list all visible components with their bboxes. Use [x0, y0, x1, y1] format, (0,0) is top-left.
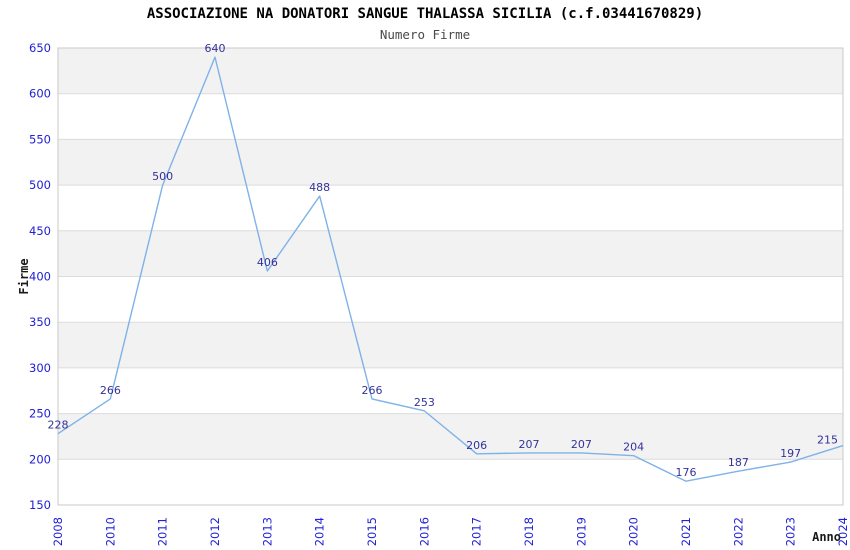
data-label: 640 [205, 42, 226, 55]
y-tick-label: 250 [29, 407, 51, 421]
x-tick-label: 2023 [784, 517, 798, 546]
chart-title: ASSOCIAZIONE NA DONATORI SANGUE THALASSA… [146, 6, 704, 22]
x-tick-label: 2014 [313, 517, 327, 546]
y-axis-title: Firme [17, 258, 31, 294]
y-tick-label: 550 [29, 132, 51, 146]
data-label: 266 [362, 384, 383, 397]
data-label: 206 [466, 439, 487, 452]
y-grid-band [58, 185, 843, 231]
data-label: 215 [817, 434, 838, 447]
x-tick-label: 2016 [417, 517, 431, 546]
x-axis-title: Anno [812, 530, 841, 544]
y-tick-label: 150 [29, 498, 51, 512]
y-grid-band [58, 413, 843, 460]
x-tick-label: 2017 [470, 517, 484, 546]
x-tick-label: 2022 [731, 517, 745, 546]
data-label: 176 [676, 466, 697, 479]
x-tick-label: 2010 [103, 517, 117, 546]
x-tick-label: 2011 [156, 517, 170, 546]
y-tick-label: 600 [29, 87, 51, 101]
chart-subtitle: Numero Firme [379, 27, 471, 42]
y-grid-band [58, 276, 843, 323]
y-tick-label: 300 [29, 361, 51, 375]
y-tick-label: 450 [29, 224, 51, 238]
x-tick-label: 2015 [365, 517, 379, 546]
data-label: 207 [519, 438, 540, 451]
plot-border [57, 47, 844, 506]
y-tick-label: 200 [29, 452, 51, 466]
y-grid-band [58, 139, 843, 186]
x-tick-label: 2012 [208, 517, 222, 546]
data-label: 253 [414, 396, 435, 409]
y-tick-label: 650 [29, 41, 51, 55]
x-tick-label: 2008 [51, 517, 65, 546]
y-grid-band [58, 48, 843, 94]
data-label: 500 [152, 170, 173, 183]
y-grid-band [58, 230, 843, 277]
y-grid-band [58, 93, 843, 140]
y-tick-label: 500 [29, 178, 51, 192]
x-tick-label: 2021 [679, 517, 693, 546]
y-grid-band [58, 459, 843, 505]
data-label: 187 [728, 456, 749, 469]
data-label: 406 [257, 256, 278, 269]
y-tick-label: 400 [29, 270, 51, 284]
y-grid-band [58, 322, 843, 368]
y-tick-label: 350 [29, 315, 51, 329]
data-label: 228 [48, 419, 69, 432]
x-tick-label: 2019 [574, 517, 588, 546]
x-tick-label: 2013 [260, 517, 274, 546]
series-line [57, 56, 844, 482]
data-label: 207 [571, 438, 592, 451]
x-tick-label: 2020 [627, 517, 641, 546]
y-grid-band [58, 367, 843, 414]
data-label: 488 [309, 181, 330, 194]
data-label: 204 [623, 441, 644, 454]
data-label: 197 [780, 447, 801, 460]
data-label: 266 [100, 384, 121, 397]
x-tick-label: 2018 [522, 517, 536, 546]
x-tick-label: 2024 [836, 517, 850, 546]
